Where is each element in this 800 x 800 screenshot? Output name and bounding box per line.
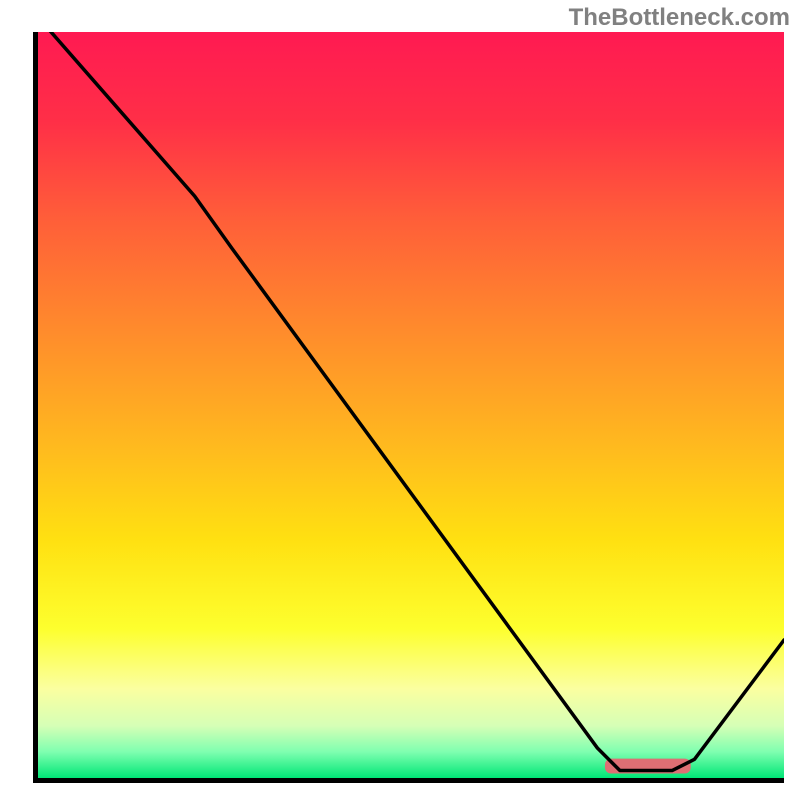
chart-container: TheBottleneck.com bbox=[0, 0, 800, 800]
watermark-text: TheBottleneck.com bbox=[569, 4, 790, 32]
bottleneck-chart bbox=[0, 0, 800, 800]
